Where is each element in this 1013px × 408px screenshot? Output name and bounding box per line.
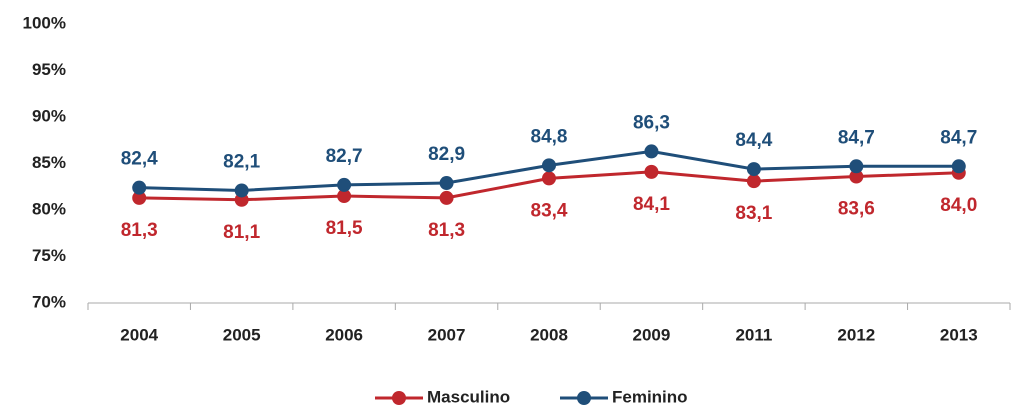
data-label: 83,4 [531, 200, 568, 221]
y-tick-label: 70% [32, 292, 66, 311]
data-label: 84,7 [940, 127, 977, 148]
x-tick-label: 2013 [940, 325, 978, 344]
point [132, 180, 147, 195]
data-label: 84,7 [838, 127, 875, 148]
x-tick-label: 2007 [428, 325, 466, 344]
data-label: 81,3 [121, 220, 158, 241]
data-label: 81,1 [223, 222, 260, 243]
x-tick-label: 2009 [633, 325, 671, 344]
y-tick-label: 80% [32, 199, 66, 218]
point [746, 174, 761, 189]
x-tick-label: 2008 [530, 325, 568, 344]
data-label: 86,3 [633, 112, 670, 133]
data-label: 84,4 [735, 130, 772, 151]
y-tick-label: 95% [32, 60, 66, 79]
point [439, 176, 454, 191]
data-label: 81,3 [428, 220, 465, 241]
point [746, 162, 761, 177]
data-label: 83,1 [735, 203, 772, 224]
legend-label: Feminino [612, 387, 688, 406]
y-tick-label: 100% [23, 13, 66, 32]
point [439, 190, 454, 205]
data-label: 84,1 [633, 194, 670, 215]
point [337, 189, 352, 204]
data-label: 82,9 [428, 144, 465, 165]
y-tick-label: 75% [32, 246, 66, 265]
data-label: 81,5 [326, 218, 363, 239]
x-tick-label: 2011 [735, 325, 772, 344]
y-tick-label: 85% [32, 153, 66, 172]
data-label: 84,8 [531, 126, 568, 147]
legend-marker [577, 391, 591, 405]
legend-marker [392, 391, 406, 405]
point [337, 177, 352, 192]
y-tick-label: 90% [32, 106, 66, 125]
legend-label: Masculino [427, 387, 510, 406]
point [849, 169, 864, 184]
point [132, 190, 147, 205]
data-label: 82,4 [121, 149, 158, 170]
data-label: 82,7 [326, 146, 363, 167]
point [644, 144, 659, 159]
point [542, 158, 556, 173]
point [542, 171, 556, 186]
point [951, 159, 966, 174]
x-tick-label: 2004 [120, 325, 158, 344]
x-tick-label: 2006 [325, 325, 363, 344]
data-label: 82,1 [223, 151, 260, 172]
data-label: 84,0 [940, 195, 977, 216]
x-tick-label: 2012 [837, 325, 875, 344]
point [849, 159, 864, 174]
point [234, 183, 249, 198]
data-label: 83,6 [838, 199, 875, 220]
point [644, 164, 659, 179]
x-tick-label: 2005 [223, 325, 261, 344]
